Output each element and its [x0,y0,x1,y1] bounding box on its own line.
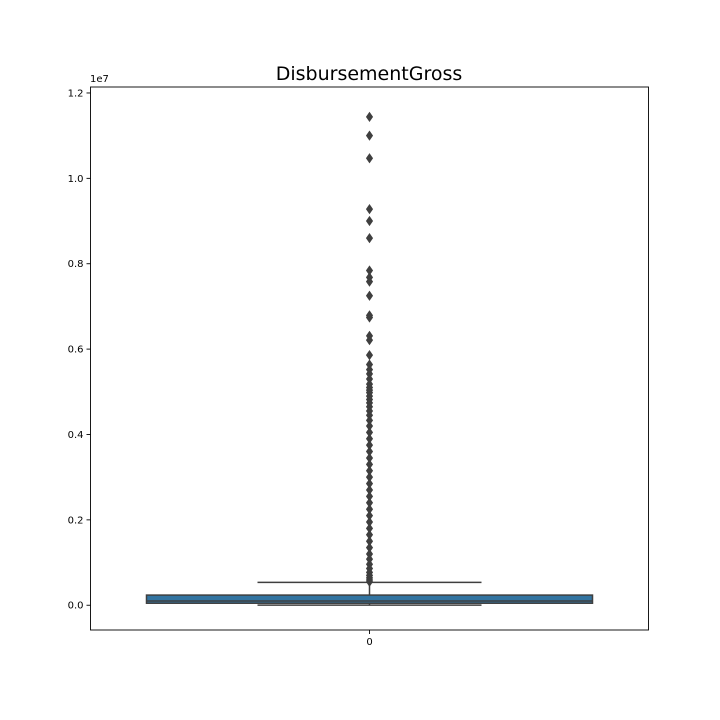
y-axis-ticks: 0.0 0.2 0.4 0.6 0.8 1.0 1.2 [68,88,91,612]
outlier-point [365,312,374,323]
outlier-point [365,576,374,587]
outlier-point [365,232,374,244]
outlier-point [365,290,374,301]
y-tick-label: 1.0 [68,174,84,185]
y-tick-label: 0.6 [68,345,84,356]
outlier-point [365,215,374,227]
y-tick-label: 0.2 [68,515,84,526]
outlier-point [365,349,374,361]
x-axis-ticks: 0 [366,630,373,648]
box-series [145,581,594,606]
outlier-point [365,276,374,287]
outlier-point [365,111,374,123]
outlier-point [365,153,374,164]
outlier-point [365,335,374,346]
y-tick-label: 0.4 [68,430,84,441]
x-tick-label: 0 [366,637,372,648]
y-tick-label: 0.8 [68,259,84,270]
outlier-point [365,203,374,215]
iqr-box [145,594,594,604]
y-tick-label: 1.2 [68,88,84,99]
outlier-point [365,130,374,141]
y-offset-label: 1e7 [90,74,109,85]
chart-title: DisbursementGross [276,63,463,85]
plot-frame [90,86,649,631]
outlier-series [365,111,374,587]
y-tick-label: 0.0 [68,601,84,612]
